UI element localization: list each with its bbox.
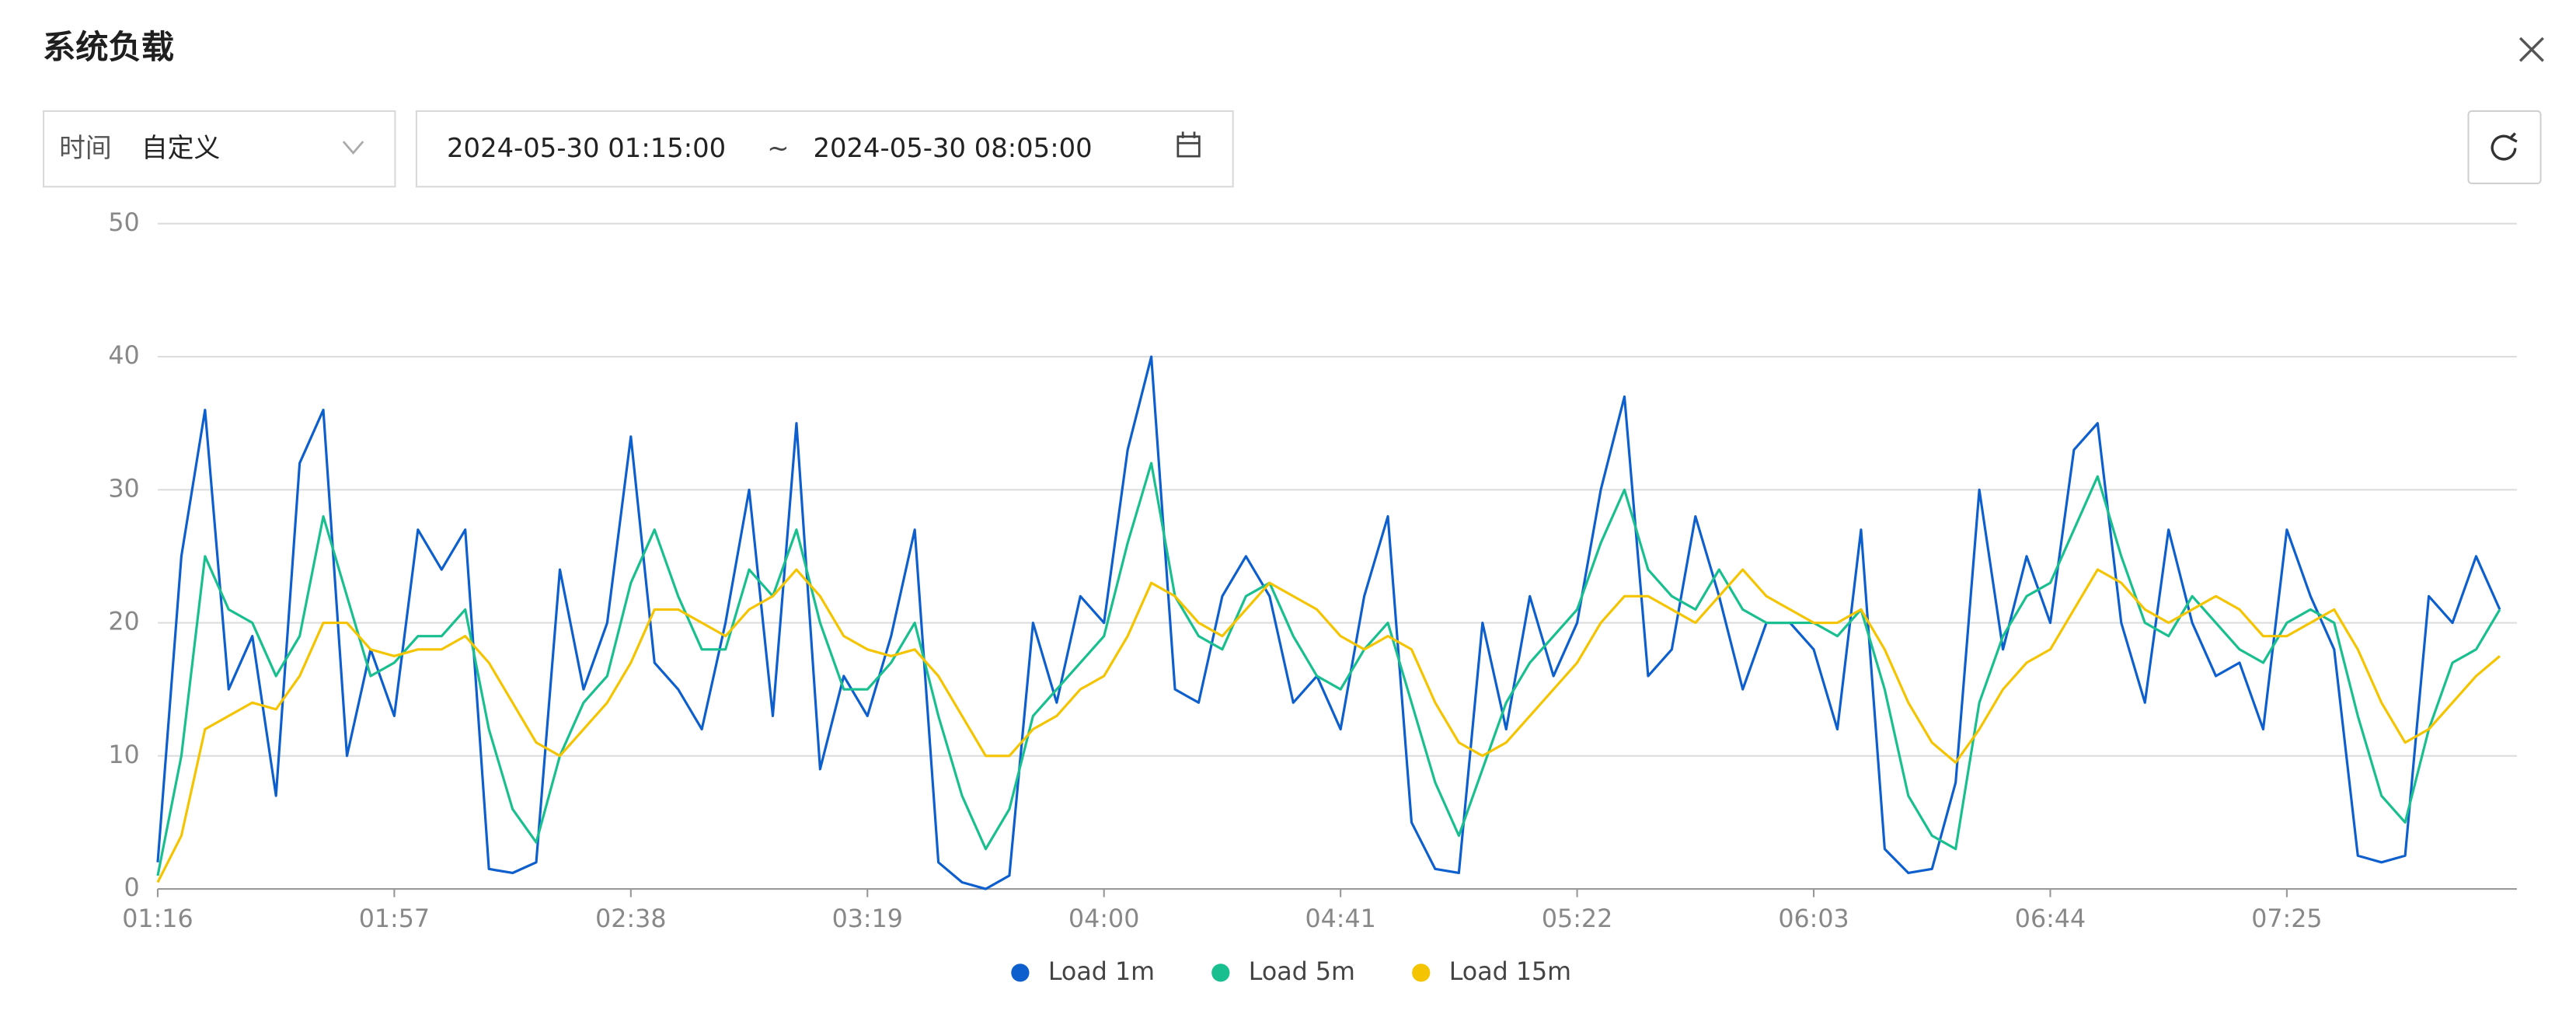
close-icon [2518, 37, 2544, 62]
calendar-body [1176, 135, 1201, 158]
legend-label: Load 15m [1449, 958, 1571, 986]
x-tick-label: 01:16 [122, 905, 193, 933]
legend-swatch [1412, 963, 1431, 982]
y-tick-label: 20 [108, 608, 139, 636]
refresh-box [2467, 110, 2542, 185]
y-tick-label: 40 [108, 342, 139, 370]
select-label: 时间 [59, 133, 112, 163]
panel-title: 系统负载 [43, 28, 174, 66]
x-tick-label: 03:19 [832, 905, 903, 933]
select-value: 自定义 [141, 133, 220, 163]
y-tick-label: 0 [124, 874, 140, 902]
series-line [156, 462, 2501, 876]
x-tick-label: 05:22 [1542, 905, 1612, 933]
date-range[interactable]: 2024-05-30 01:15:00 ~ 2024-05-30 08:05:0… [415, 110, 1234, 188]
series-line [156, 355, 2501, 890]
chevron-icon [342, 141, 364, 155]
x-tick-label: 06:03 [1778, 905, 1849, 933]
x-tick-label: 04:00 [1068, 905, 1139, 933]
x-tick-label: 06:44 [2015, 905, 2086, 933]
range-separator: ~ [767, 133, 789, 163]
close-button[interactable] [2518, 37, 2544, 62]
refresh-icon [2491, 132, 2518, 161]
plot: 0 10 20 30 40 50 01:16 01:57 02:38 03:19 04:00 04:4… [108, 209, 2517, 933]
end-date: 2024-05-30 08:05:00 [814, 133, 1093, 163]
series-line [156, 568, 2501, 883]
time-select[interactable]: 时间 自定义 [42, 110, 396, 188]
x-tick-label: 01:57 [359, 905, 430, 933]
legend-swatch [1011, 963, 1030, 982]
start-date: 2024-05-30 01:15:00 [447, 133, 726, 163]
y-tick-label: 10 [108, 741, 139, 769]
legend-label: Load 1m [1048, 958, 1155, 986]
calendar-icon [1176, 131, 1201, 158]
legend-swatch [1211, 963, 1230, 982]
y-tick-label: 50 [108, 209, 139, 237]
x-tick-label: 02:38 [595, 905, 666, 933]
refresh-button[interactable] [2467, 110, 2542, 185]
range-box [415, 110, 1234, 188]
x-tick-label: 07:25 [2251, 905, 2322, 933]
legend: Load 1m Load 5m Load 15m [1011, 958, 1571, 986]
y-tick-label: 30 [108, 475, 139, 503]
select-box [42, 110, 396, 188]
x-tick-label: 04:41 [1305, 905, 1375, 933]
legend-label: Load 5m [1249, 958, 1355, 986]
